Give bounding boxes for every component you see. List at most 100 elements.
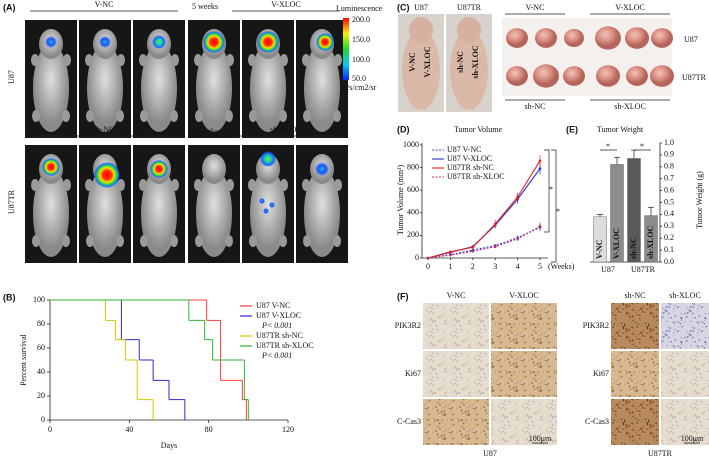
row-label: PIK3R2	[395, 321, 421, 330]
mouse-tag: V-NC	[408, 52, 417, 72]
mouse-body	[304, 44, 340, 132]
legend-label: U87TR sh-NC	[447, 163, 494, 172]
mouse-image	[79, 20, 131, 138]
mouse-body	[87, 44, 123, 132]
mouse-image	[242, 145, 294, 263]
mouse-image	[296, 145, 348, 263]
x-axis-label: (Weeks)	[548, 262, 575, 271]
mouse-paw	[225, 235, 233, 247]
y-tick-label: 0.3	[664, 221, 674, 230]
luminescence	[42, 158, 60, 176]
mouse-paw	[333, 110, 341, 122]
luminescence	[152, 35, 166, 49]
group-label: sh-XLOC	[614, 102, 646, 111]
luminescence	[203, 31, 225, 53]
group-label: V-NC	[95, 0, 114, 9]
x-tick-label: 0	[426, 262, 430, 271]
luminescence	[263, 208, 269, 214]
y-tick-label: 0.9	[664, 150, 674, 159]
y-tick-label: 1000	[403, 140, 419, 149]
mouse-paw	[117, 54, 125, 66]
group-label: U87TR	[631, 265, 656, 274]
mouse-paw	[31, 54, 39, 66]
mouse-head	[202, 154, 226, 184]
panel-label: (D)	[397, 124, 410, 134]
point	[426, 256, 430, 260]
column-label: V-XLOC	[509, 291, 538, 300]
mouse-paw	[139, 179, 147, 191]
mouse-paw	[279, 235, 287, 247]
scale-bar-label: 100μm	[529, 434, 552, 443]
photo-label: U87TR	[457, 3, 482, 12]
photo-label: U87	[414, 3, 428, 12]
point	[538, 159, 542, 163]
row-label: Ki67	[593, 369, 609, 378]
mouse-paw	[85, 54, 93, 66]
histology-image	[661, 303, 709, 349]
y-tick-label: 600	[407, 185, 419, 194]
mouse-image	[25, 20, 77, 138]
legend-label: U87TR sh-XLOC	[447, 172, 505, 181]
legend-label: U87TR sh-NC	[256, 331, 303, 340]
mouse-paw	[249, 110, 257, 122]
mouse-paw	[140, 235, 148, 247]
y-axis-label: Percent survival	[19, 333, 28, 386]
annotation: P< 0.001	[261, 351, 292, 360]
mouse-paw	[31, 179, 39, 191]
mouse-body	[141, 169, 177, 257]
mouse-paw	[86, 235, 94, 247]
y-tick-label: 400	[407, 208, 419, 217]
scale-bar-label: 100μm	[681, 434, 704, 443]
tumor	[651, 28, 673, 48]
y-tick-label: 200	[407, 230, 419, 239]
mouse-body	[250, 44, 286, 132]
mouse-paw	[279, 110, 287, 122]
mouse-paw	[62, 235, 70, 247]
row-label: PIK3R2	[583, 321, 609, 330]
mouse-tag: V-XLOC	[423, 46, 432, 77]
y-tick-label: 800	[407, 162, 419, 171]
sig-bracket	[544, 149, 550, 233]
point	[516, 195, 519, 199]
column-label: sh-NC	[625, 291, 646, 300]
bar-label: V-XLOC	[612, 228, 621, 259]
row-label: U87	[684, 35, 698, 44]
row-label: U87TR	[682, 73, 707, 82]
colorbar-label: 50.0	[352, 74, 366, 83]
y-tick-label: 60	[37, 343, 45, 352]
histology-image	[491, 399, 557, 445]
mouse-paw	[225, 110, 233, 122]
chart-title: Tumor Weight	[597, 125, 644, 134]
mouse-image	[133, 20, 185, 138]
series-line	[427, 225, 541, 259]
mouse-paw	[140, 110, 148, 122]
row-label: U87TR	[7, 189, 16, 214]
mouse-paw	[302, 179, 310, 191]
mouse-image	[296, 20, 348, 138]
luminescence	[315, 162, 329, 176]
mouse-paw	[334, 179, 342, 191]
tumor	[596, 65, 620, 87]
colorbar-label: 150.0	[352, 35, 370, 44]
mouse-paw	[334, 54, 342, 66]
colorbar-label: 100.0	[352, 55, 370, 64]
y-tick-label: 0.6	[664, 185, 674, 194]
mouse-paw	[303, 110, 311, 122]
mouse-paw	[170, 110, 178, 122]
group-label: V-XLOC	[271, 0, 300, 9]
legend-label: U87 V-NC	[256, 301, 290, 310]
group-label: 5 weeks	[192, 2, 218, 11]
mouse-paw	[302, 54, 310, 66]
mouse-body	[33, 44, 69, 132]
bar-label: sh-NC	[629, 237, 638, 259]
x-tick-label: 2	[471, 262, 475, 271]
y-tick-label: 0.1	[664, 245, 674, 254]
y-tick-label: 0.4	[664, 209, 674, 218]
mouse-paw	[63, 54, 71, 66]
mouse-paw	[303, 235, 311, 247]
mouse-paw	[280, 54, 288, 66]
histology-image	[423, 351, 489, 397]
y-tick-label: 40	[37, 367, 45, 376]
luminescence	[269, 202, 275, 208]
mouse-paw	[195, 235, 203, 247]
